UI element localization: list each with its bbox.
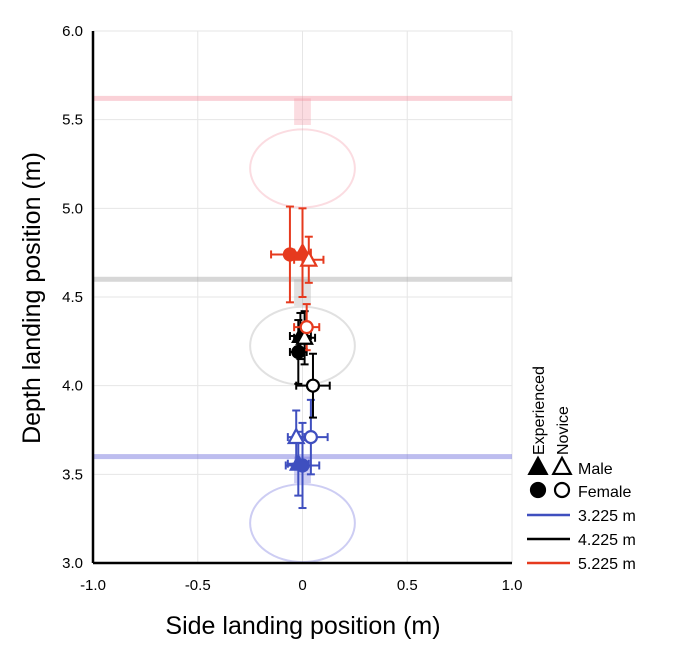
x-tick-label: 1.0 (502, 577, 523, 594)
legend-label-male: Male (578, 461, 613, 478)
y-tick-label: 3.5 (62, 466, 83, 483)
y-tick-label: 6.0 (62, 23, 83, 40)
data-point-circle-open (305, 378, 321, 393)
data-point-triangle-open (286, 426, 306, 445)
legend-label-female: Female (578, 484, 631, 501)
axes (91, 31, 512, 565)
legend-header-experienced: Experienced (531, 366, 548, 455)
y-tick-label: 4.5 (62, 289, 83, 306)
x-tick-labels: -1.0 -0.5 0 0.5 1.0 (80, 577, 522, 594)
data-point-circle-open (303, 429, 318, 445)
data-point-circle-filled (282, 247, 298, 262)
y-tick-labels: 3.0 3.5 4.0 4.5 5.0 5.5 6.0 (62, 23, 83, 572)
data-point-triangle-open (295, 327, 314, 345)
legend-marker-circle-open (553, 481, 571, 499)
data-point-circle-filled (291, 344, 306, 360)
x-tick-label: 0 (298, 577, 306, 594)
legend-header-novice: Novice (555, 406, 572, 455)
legend-label-4225: 4.225 m (578, 532, 636, 549)
data-point-circle-open (299, 320, 314, 335)
y-axis-title: Depth landing position (m) (18, 152, 46, 444)
legend-label-3225: 3.225 m (578, 508, 636, 525)
legend-label-5225: 5.225 m (578, 556, 636, 573)
target-line (93, 95, 512, 101)
legend: Experienced Novice Male Female 3.225 m 4… (527, 366, 636, 573)
x-tick-label: -0.5 (185, 577, 211, 594)
x-tick-label: 0.5 (397, 577, 418, 594)
data-point-triangle-filled (288, 453, 308, 471)
y-tick-label: 5.5 (62, 112, 83, 129)
legend-line-entries (527, 513, 570, 565)
legend-marker-triangle-filled (527, 455, 549, 476)
legend-marker-triangle-open (551, 455, 573, 476)
x-axis-title: Side landing position (m) (165, 612, 440, 640)
x-tick-label: -1.0 (80, 577, 106, 594)
target-board (294, 98, 311, 125)
legend-shape-entries (527, 455, 573, 499)
legend-marker-circle-filled (529, 481, 547, 499)
y-tick-label: 3.0 (62, 555, 83, 572)
data-point-triangle-open (299, 249, 319, 267)
error-bars (270, 205, 331, 510)
y-tick-label: 5.0 (62, 200, 83, 217)
data-markers (282, 242, 321, 473)
y-tick-label: 4.0 (62, 378, 83, 395)
